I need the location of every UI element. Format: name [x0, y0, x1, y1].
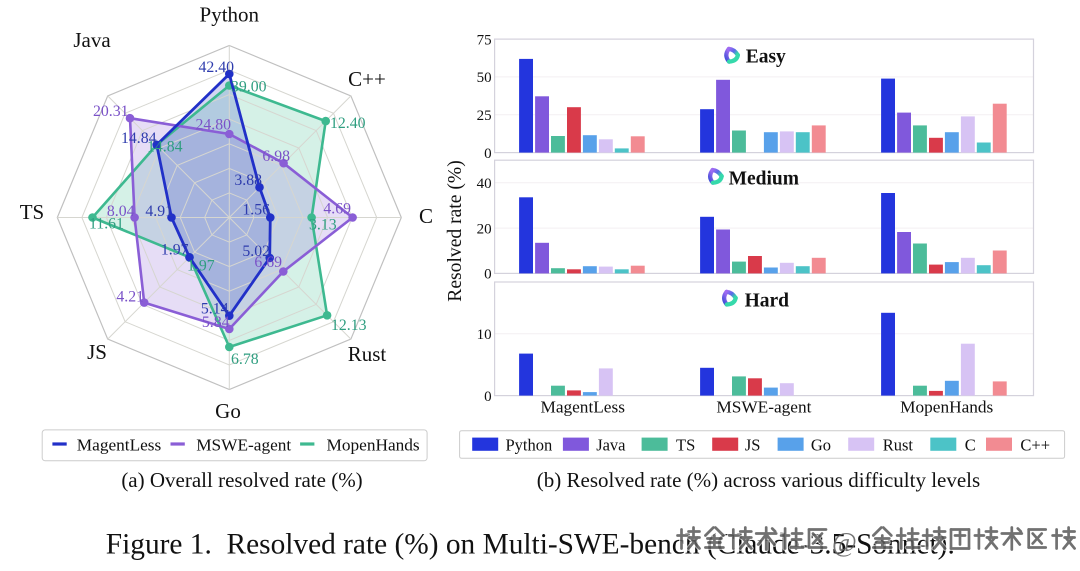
svg-text:11.61: 11.61 — [89, 216, 124, 233]
svg-text:@: @ — [832, 527, 857, 557]
svg-text:42.40: 42.40 — [198, 59, 234, 76]
svg-text:Python: Python — [506, 436, 553, 455]
svg-text:10: 10 — [477, 327, 492, 343]
svg-text:TS: TS — [676, 436, 695, 455]
svg-text:20.31: 20.31 — [93, 103, 129, 120]
svg-text:6.78: 6.78 — [231, 351, 259, 368]
svg-text:C: C — [419, 204, 433, 228]
svg-text:8.04: 8.04 — [107, 203, 135, 220]
svg-text:20: 20 — [477, 221, 492, 237]
svg-text:Java: Java — [73, 28, 111, 52]
svg-text:(b) Resolved rate (%) across v: (b) Resolved rate (%) across various dif… — [537, 468, 980, 492]
svg-text:39.00: 39.00 — [231, 79, 267, 96]
svg-text:12.13: 12.13 — [331, 317, 367, 334]
svg-text:1.97: 1.97 — [187, 258, 215, 275]
svg-text:Resolved rate (%): Resolved rate (%) — [445, 160, 466, 301]
svg-text:0: 0 — [484, 267, 492, 283]
svg-text:Rust: Rust — [348, 342, 387, 366]
svg-text:(a) Overall resolved rate (%): (a) Overall resolved rate (%) — [121, 468, 362, 492]
svg-text:MSWE-agent: MSWE-agent — [716, 398, 811, 417]
svg-text:Go: Go — [811, 436, 831, 455]
svg-text:C++: C++ — [1020, 436, 1050, 455]
svg-text:5.14: 5.14 — [201, 301, 229, 318]
svg-text:12.40: 12.40 — [330, 115, 366, 132]
svg-text:40: 40 — [477, 176, 492, 192]
svg-text:C++: C++ — [348, 67, 386, 91]
svg-text:5.84: 5.84 — [202, 314, 230, 331]
svg-text:0: 0 — [484, 389, 492, 405]
svg-text:JS: JS — [745, 436, 761, 455]
svg-text:1.97: 1.97 — [161, 242, 189, 259]
svg-text:0: 0 — [484, 146, 492, 162]
svg-text:MopenHands: MopenHands — [327, 436, 420, 455]
svg-text:Go: Go — [215, 399, 241, 423]
svg-text:Medium: Medium — [729, 169, 799, 190]
svg-text:JS: JS — [87, 340, 107, 364]
svg-text:1.56: 1.56 — [242, 202, 270, 219]
svg-text:Hard: Hard — [745, 291, 790, 312]
svg-text:Rust: Rust — [883, 436, 914, 455]
svg-text:TS: TS — [20, 200, 45, 224]
svg-text:3.13: 3.13 — [309, 217, 337, 234]
svg-text:Figure 1. Resolved rate (%) o: Figure 1. Resolved rate (%) on Multi-SWE… — [106, 528, 955, 561]
svg-text:6.98: 6.98 — [262, 148, 290, 165]
svg-text:C: C — [965, 436, 976, 455]
svg-text:MSWE-agent: MSWE-agent — [196, 436, 291, 455]
svg-text:Java: Java — [596, 436, 626, 455]
svg-text:4.91: 4.91 — [145, 203, 173, 220]
svg-text:4.69: 4.69 — [323, 201, 351, 218]
svg-text:5.02: 5.02 — [242, 243, 270, 260]
svg-text:Easy: Easy — [746, 47, 786, 68]
svg-text:MagentLess: MagentLess — [540, 398, 625, 417]
svg-text:75: 75 — [477, 32, 492, 48]
svg-text:50: 50 — [477, 70, 492, 86]
svg-text:25: 25 — [477, 108, 492, 124]
svg-text:24.80: 24.80 — [195, 117, 231, 134]
svg-text:MagentLess: MagentLess — [77, 436, 162, 455]
svg-text:Python: Python — [200, 3, 260, 27]
svg-text:4.21: 4.21 — [116, 289, 144, 306]
svg-text:6.69: 6.69 — [254, 254, 282, 271]
svg-text:MopenHands: MopenHands — [900, 398, 993, 417]
svg-text:14.84: 14.84 — [147, 139, 183, 156]
svg-text:3.88: 3.88 — [234, 172, 262, 189]
svg-text:14.84: 14.84 — [121, 130, 157, 147]
